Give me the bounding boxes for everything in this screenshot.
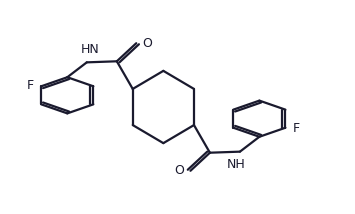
Text: NH: NH [227,158,246,171]
Text: F: F [293,122,300,135]
Text: F: F [27,79,34,92]
Text: HN: HN [81,43,100,56]
Text: O: O [143,37,153,50]
Text: O: O [174,164,184,177]
